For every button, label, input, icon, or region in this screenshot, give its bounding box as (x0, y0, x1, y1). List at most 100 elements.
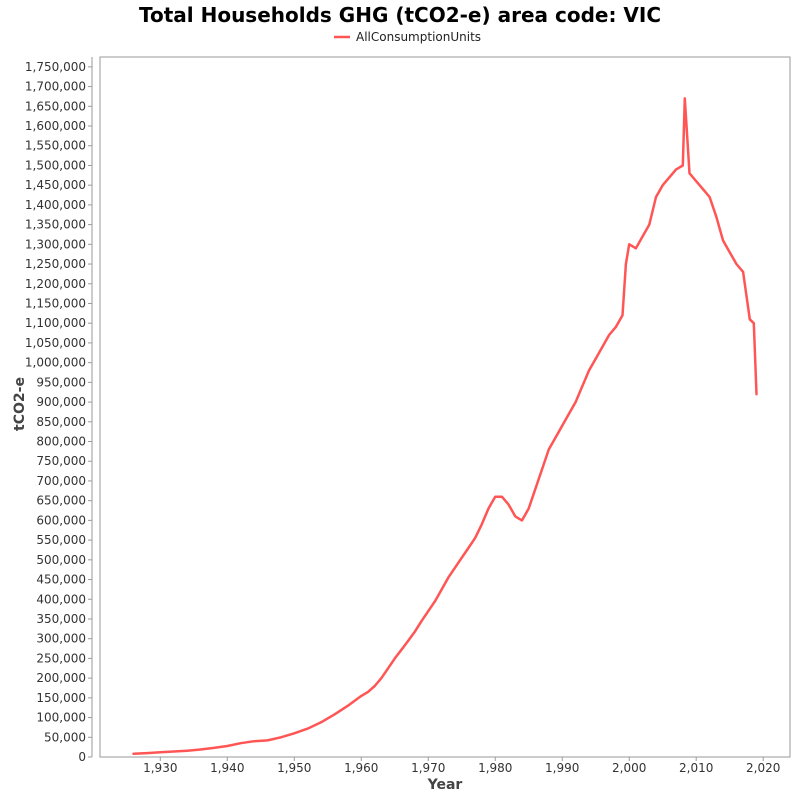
legend: AllConsumptionUnits (334, 30, 481, 44)
data-point (474, 537, 476, 539)
data-point (266, 739, 269, 742)
data-point (293, 732, 296, 735)
data-point (514, 515, 517, 518)
data-point (454, 566, 456, 569)
y-tick-label: 1,350,000 (25, 218, 86, 232)
y-tick-label: 1,100,000 (25, 316, 86, 330)
data-point (621, 314, 624, 317)
data-point (527, 507, 530, 510)
data-point (280, 736, 282, 739)
y-tick-label: 1,400,000 (25, 198, 86, 212)
y-tick-label: 750,000 (36, 454, 86, 468)
data-point (400, 648, 403, 651)
legend-label-allconsumptionunits: AllConsumptionUnits (356, 30, 481, 44)
data-point (728, 251, 731, 253)
y-tick-label: 400,000 (36, 592, 86, 606)
data-point (548, 448, 550, 451)
data-point (688, 172, 691, 175)
y-tick-label: 1,250,000 (25, 257, 86, 271)
y-tick-label: 450,000 (36, 573, 86, 587)
data-point (581, 385, 584, 388)
data-point (320, 721, 322, 724)
data-point (735, 263, 738, 265)
y-tick-label: 1,150,000 (25, 296, 86, 310)
y-tick-label: 350,000 (36, 612, 86, 626)
data-point (753, 322, 755, 325)
y-tick-label: 650,000 (36, 494, 86, 508)
y-axis: 0 50,000 100,000 150,000 200,000 250,000 300,0… (25, 57, 93, 764)
data-point (635, 247, 637, 250)
data-point (641, 235, 644, 238)
data-point (675, 168, 677, 171)
data-point (507, 503, 510, 506)
x-tick-label: 1,970 (411, 761, 445, 775)
data-point (682, 164, 684, 167)
y-tick-label: 100,000 (36, 711, 86, 725)
data-point (387, 667, 389, 670)
data-point (226, 745, 229, 747)
data-point (568, 413, 570, 415)
data-point (373, 685, 376, 687)
data-point (755, 393, 758, 396)
data-point (186, 749, 188, 752)
x-tick-label: 1,930 (143, 761, 177, 775)
y-tick-label: 600,000 (36, 513, 86, 527)
data-point (684, 97, 686, 100)
y-tick-label: 950,000 (36, 375, 86, 389)
data-point (394, 657, 396, 660)
data-point (347, 704, 349, 707)
chart-title: Total Households GHG (tCO2-e) area code:… (139, 3, 661, 27)
data-point (132, 753, 135, 755)
data-point (440, 588, 443, 591)
data-point (414, 630, 416, 633)
x-tick-label: 2,000 (612, 761, 646, 775)
data-point (648, 223, 651, 226)
y-tick-label: 1,050,000 (25, 336, 86, 350)
x-axis: 1,930 1,940 1,950 1,960 1,970 1,980 1,990 2,000… (100, 756, 790, 775)
y-tick-label: 1,500,000 (25, 158, 86, 172)
data-point (702, 188, 704, 190)
data-point (199, 748, 202, 751)
data-point (715, 215, 718, 218)
data-point (146, 752, 148, 754)
y-tick-label: 200,000 (36, 671, 86, 685)
data-point (695, 180, 697, 182)
data-point (628, 243, 630, 246)
y-tick-label: 1,300,000 (25, 237, 86, 251)
data-point (467, 547, 470, 549)
data-point (708, 196, 711, 198)
data-point (213, 747, 215, 749)
data-point (172, 750, 175, 753)
data-point (574, 401, 577, 403)
x-tick-label: 1,980 (478, 761, 512, 775)
y-tick-label: 1,600,000 (25, 119, 86, 133)
data-point (601, 346, 604, 348)
y-tick-label: 1,450,000 (25, 178, 86, 192)
data-point (367, 691, 369, 693)
data-point (360, 695, 363, 697)
x-tick-label: 2,010 (679, 761, 713, 775)
data-point (615, 326, 617, 328)
data-point (668, 176, 671, 179)
data-point (460, 557, 463, 559)
data-point (380, 677, 383, 679)
data-point (588, 369, 590, 372)
y-tick-label: 1,700,000 (25, 80, 86, 94)
data-point (501, 495, 503, 498)
y-tick-label: 850,000 (36, 415, 86, 429)
y-tick-label: 1,550,000 (25, 139, 86, 153)
data-point (407, 639, 410, 642)
data-point (661, 184, 664, 186)
x-tick-label: 1,940 (210, 761, 244, 775)
x-axis-label: Year (427, 777, 463, 793)
plot-area (99, 56, 791, 758)
y-tick-label: 50,000 (44, 730, 86, 744)
x-tick-label: 1,960 (344, 761, 378, 775)
y-tick-label: 0 (78, 750, 86, 764)
data-point (742, 271, 744, 273)
data-point (427, 610, 430, 612)
data-point (608, 334, 610, 336)
data-point (655, 196, 657, 198)
series-line-allconsumptionunits (132, 97, 758, 756)
